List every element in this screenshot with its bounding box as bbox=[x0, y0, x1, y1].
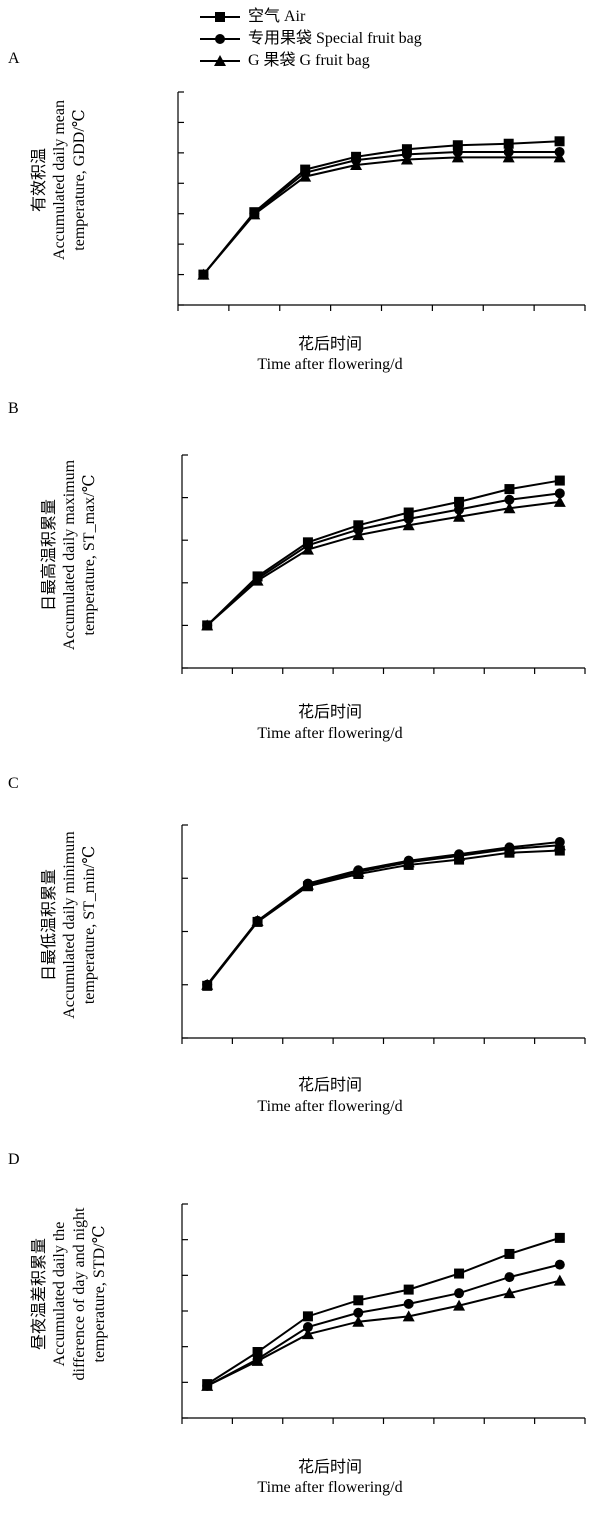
data-point-triangle bbox=[453, 849, 466, 861]
data-point-circle bbox=[454, 504, 465, 515]
data-point-triangle bbox=[503, 842, 516, 854]
data-point-square bbox=[554, 845, 565, 856]
data-point-triangle bbox=[553, 151, 566, 163]
data-point-circle bbox=[302, 1322, 313, 1333]
data-point-triangle bbox=[251, 574, 264, 586]
data-point-triangle bbox=[503, 502, 516, 514]
data-point-square bbox=[454, 1268, 465, 1279]
panel-label: A bbox=[8, 50, 20, 67]
data-point-circle bbox=[403, 513, 414, 524]
data-point-triangle bbox=[201, 619, 214, 631]
series-line-triangle bbox=[206, 844, 560, 986]
series-line-square bbox=[206, 479, 560, 627]
data-point-circle bbox=[554, 1259, 565, 1270]
data-point-square bbox=[554, 475, 565, 486]
data-point-triangle bbox=[201, 978, 214, 990]
chart-c-plot bbox=[181, 824, 586, 1044]
data-point-triangle bbox=[201, 1379, 214, 1391]
data-point-square bbox=[554, 136, 565, 147]
data-point-square bbox=[302, 1311, 313, 1322]
data-point-square bbox=[252, 1347, 263, 1358]
data-point-triangle bbox=[301, 543, 314, 555]
data-point-triangle bbox=[402, 519, 415, 531]
data-point-triangle bbox=[502, 151, 515, 163]
data-point-triangle bbox=[503, 1287, 516, 1299]
data-point-triangle bbox=[451, 151, 464, 163]
panel-label-c: C bbox=[8, 775, 19, 792]
data-point-square bbox=[452, 140, 463, 151]
data-point-triangle bbox=[352, 529, 365, 541]
panel-a: A 有效积温 Accumulated daily mean temperatur… bbox=[0, 0, 590, 380]
legend-label-air: 空气 Air bbox=[248, 8, 306, 25]
chart-a-plot bbox=[177, 91, 586, 311]
data-point-square bbox=[554, 1232, 565, 1243]
panel-b: B 日最高温积累量 Accumulated daily maximum temp… bbox=[0, 0, 590, 650]
data-point-triangle bbox=[400, 153, 413, 165]
data-point-triangle bbox=[248, 208, 261, 220]
data-point-triangle bbox=[251, 1354, 264, 1366]
legend-marker-triangle bbox=[200, 55, 240, 66]
panel-label: B bbox=[8, 400, 19, 417]
x-axis-label-en: Time after flowering/d bbox=[257, 1098, 403, 1115]
series-line-triangle bbox=[206, 500, 560, 627]
data-point-square bbox=[454, 496, 465, 507]
legend-marker-circle bbox=[200, 34, 240, 44]
data-point-circle bbox=[353, 1307, 364, 1318]
x-axis-label-en: Time after flowering/d bbox=[257, 725, 403, 742]
data-point-triangle bbox=[301, 1328, 314, 1340]
series-line-triangle bbox=[202, 156, 560, 276]
data-point-square bbox=[353, 1295, 364, 1306]
data-point-square bbox=[504, 484, 515, 495]
data-point-triangle bbox=[251, 914, 264, 926]
x-axis-label-cn: 花后时间 bbox=[297, 704, 362, 721]
data-point-triangle bbox=[553, 495, 566, 507]
data-point-triangle bbox=[197, 268, 210, 280]
x-axis-label-en: Time after flowering/d bbox=[257, 1479, 403, 1496]
series-line-triangle bbox=[206, 1279, 561, 1387]
data-point-square bbox=[403, 507, 414, 518]
legend-label-special-bag: 专用果袋 Special fruit bag bbox=[248, 30, 422, 47]
data-point-triangle bbox=[352, 1315, 365, 1327]
data-point-square bbox=[401, 144, 412, 155]
data-point-square bbox=[504, 1248, 515, 1259]
data-point-triangle bbox=[453, 510, 466, 522]
data-point-triangle bbox=[350, 159, 363, 171]
legend: 空气 Air 专用果袋 Special fruit bag G 果袋 G fru… bbox=[196, 6, 526, 72]
data-point-triangle bbox=[299, 170, 312, 182]
data-point-circle bbox=[454, 1288, 465, 1299]
series-line-circle bbox=[202, 150, 560, 276]
data-point-triangle bbox=[301, 878, 314, 890]
data-point-triangle bbox=[453, 1299, 466, 1311]
data-point-circle bbox=[554, 488, 565, 499]
x-axis-label-cn: 花后时间 bbox=[297, 336, 362, 353]
data-point-triangle bbox=[352, 865, 365, 877]
panel-label-d: D bbox=[8, 1151, 20, 1168]
data-point-triangle bbox=[402, 1310, 415, 1322]
x-axis-label-cn: 花后时间 bbox=[297, 1459, 362, 1476]
series-line-circle bbox=[206, 492, 560, 627]
x-axis-label-en: Time after flowering/d bbox=[257, 356, 403, 373]
data-point-triangle bbox=[553, 839, 566, 851]
legend-label-g-bag: G 果袋 G fruit bag bbox=[248, 52, 370, 69]
data-point-triangle bbox=[553, 1274, 566, 1286]
legend-marker-square bbox=[200, 12, 240, 22]
chart-b-plot bbox=[181, 454, 586, 674]
x-axis-label-cn: 花后时间 bbox=[297, 1077, 362, 1094]
data-point-circle bbox=[403, 1298, 414, 1309]
data-point-triangle bbox=[402, 856, 415, 868]
data-point-square bbox=[403, 1284, 414, 1295]
data-point-circle bbox=[504, 494, 515, 505]
series-line-square bbox=[206, 1236, 561, 1385]
data-point-circle bbox=[504, 1272, 515, 1283]
series-line-circle bbox=[206, 1263, 561, 1387]
data-point-square bbox=[503, 138, 514, 149]
